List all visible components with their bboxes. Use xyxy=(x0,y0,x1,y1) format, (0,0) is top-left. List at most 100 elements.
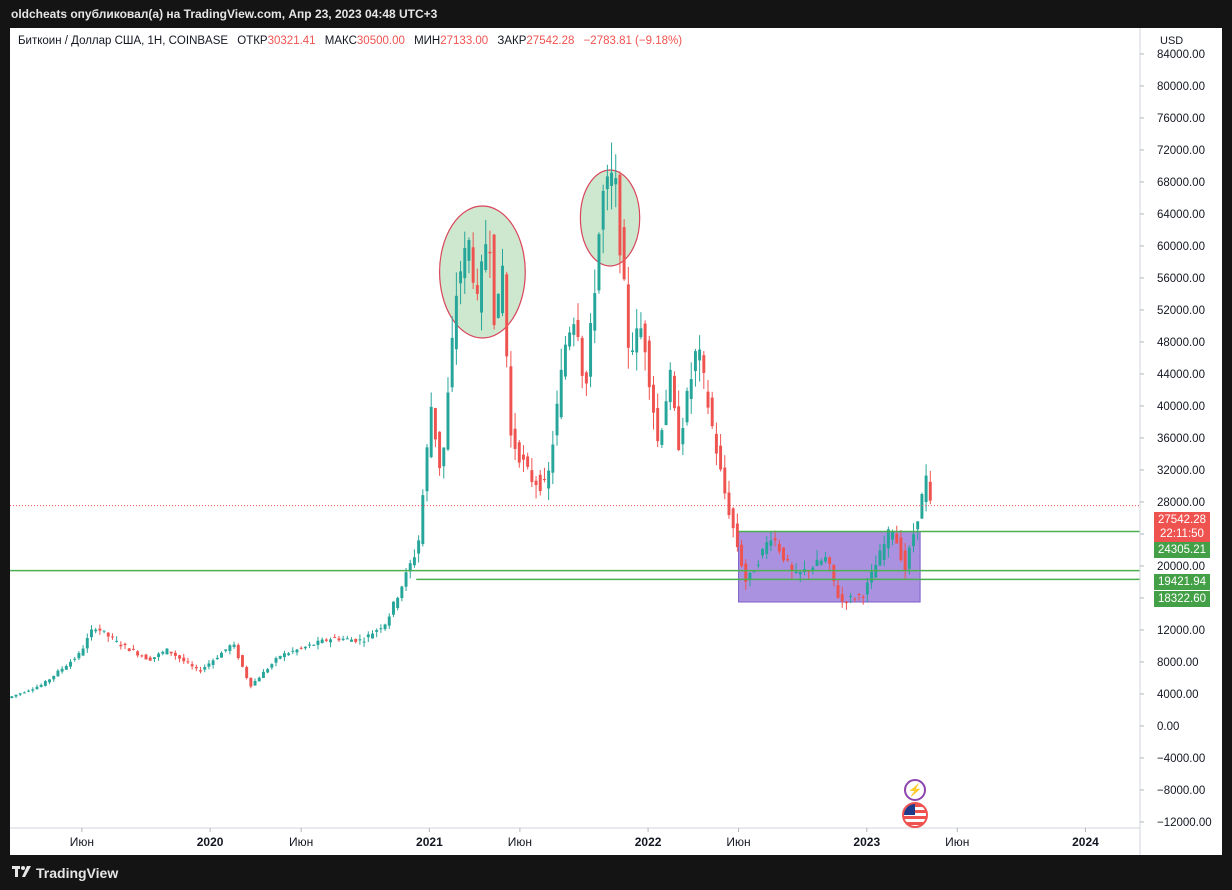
candle-body xyxy=(98,628,102,631)
candle-body xyxy=(865,582,869,595)
candle-body xyxy=(547,470,551,489)
candle-body xyxy=(379,628,383,630)
candle-body xyxy=(849,595,853,597)
candle-body xyxy=(69,661,72,667)
candle-body xyxy=(823,557,827,562)
candle-body xyxy=(459,271,463,284)
lightning-icon[interactable]: ⚡ xyxy=(904,779,926,801)
open-label: ОТКР xyxy=(237,35,268,47)
candle-body xyxy=(224,649,228,651)
candle-body xyxy=(798,572,802,575)
candle-body xyxy=(517,442,521,463)
candle-body xyxy=(542,479,546,481)
candle-body xyxy=(534,480,538,486)
candle-body xyxy=(555,403,559,436)
candle-body xyxy=(43,681,47,686)
candle-body xyxy=(303,646,307,649)
candle-body xyxy=(228,645,232,651)
x-tick-label: Июн xyxy=(70,835,94,849)
candle-body xyxy=(685,390,689,423)
candle-body xyxy=(358,639,362,641)
candle-body xyxy=(396,597,400,609)
candle-body xyxy=(614,178,618,185)
candle-body xyxy=(257,677,261,682)
candle-body xyxy=(278,655,282,659)
candle-body xyxy=(601,190,605,230)
candle-body xyxy=(178,655,182,659)
candle-body xyxy=(81,648,85,656)
candle-body xyxy=(744,563,748,582)
candle-body xyxy=(433,407,437,440)
y-tick-label: 32000.00 xyxy=(1157,465,1205,477)
candle-body xyxy=(840,594,844,602)
y-tick-label: 84000.00 xyxy=(1157,49,1205,61)
candle-body xyxy=(232,644,236,647)
candle-body xyxy=(886,529,890,549)
low-value: 27133.00 xyxy=(440,35,489,47)
candle-body xyxy=(475,285,479,294)
y-tick-label: 28000.00 xyxy=(1157,497,1205,509)
x-tick-label: 2020 xyxy=(197,835,224,849)
candle-body xyxy=(811,567,815,572)
publisher-bar: oldcheats опубликовал(а) на TradingView.… xyxy=(0,0,1232,28)
candle-body xyxy=(241,655,244,667)
y-tick-label: 60000.00 xyxy=(1157,241,1205,253)
candle-body xyxy=(157,653,161,658)
candle-body xyxy=(631,350,634,353)
last-price-value: 27542.28 xyxy=(1158,514,1206,526)
candle-body xyxy=(505,274,509,357)
symbol-label: Биткоин / Доллар США, 1Н, COINBASE xyxy=(18,35,229,47)
candle-body xyxy=(291,650,295,652)
candle-body xyxy=(366,634,370,638)
candle-body xyxy=(165,648,169,655)
candle-body xyxy=(48,679,52,683)
candle-body xyxy=(635,328,639,353)
candle-body xyxy=(408,563,412,572)
us-flag-icon[interactable] xyxy=(902,802,928,828)
candle-body xyxy=(18,693,22,695)
candle-body xyxy=(480,261,484,313)
y-tick-label: 20000.00 xyxy=(1157,561,1205,573)
candle-body xyxy=(652,384,655,413)
candle-body xyxy=(299,647,303,649)
tradingview-brand[interactable]: TradingView xyxy=(12,865,118,881)
candle-body xyxy=(249,677,253,687)
candle-body xyxy=(643,323,647,353)
candle-body xyxy=(429,406,433,458)
candle-body xyxy=(119,644,123,647)
y-tick-label: 48000.00 xyxy=(1157,337,1205,349)
candle-body xyxy=(719,445,723,470)
candle-body xyxy=(52,675,56,680)
candle-body xyxy=(270,664,274,668)
y-tick-label: 44000.00 xyxy=(1157,369,1205,381)
x-tick-label: Июн xyxy=(289,835,313,849)
candle-body xyxy=(463,248,467,279)
currency-label: USD xyxy=(1160,35,1183,47)
candle-body xyxy=(442,447,446,467)
candle-body xyxy=(815,559,819,567)
y-tick-label: 64000.00 xyxy=(1157,209,1205,221)
candle-body xyxy=(287,653,291,656)
candle-body xyxy=(912,534,915,547)
candle-body xyxy=(828,557,832,564)
candle-body xyxy=(610,172,614,186)
candle-body xyxy=(27,690,31,692)
candle-body xyxy=(110,636,114,638)
level-tag-1: 24305.21 xyxy=(1154,542,1210,558)
candle-body xyxy=(412,557,416,566)
y-tick-label-faded: 88000.00 xyxy=(1157,28,1205,29)
candle-body xyxy=(735,523,739,548)
chart-frame[interactable]: USD 84000.00 80000.00 76000.00 72000.00 68000… xyxy=(10,28,1222,855)
y-tick-label: 36000.00 xyxy=(1157,433,1205,445)
y-tick-label: 80000.00 xyxy=(1157,81,1205,93)
candle-body xyxy=(391,601,395,615)
chart-canvas[interactable]: USD 84000.00 80000.00 76000.00 72000.00 68000… xyxy=(10,28,1222,855)
candle-body xyxy=(731,508,735,529)
candle-body xyxy=(710,397,714,427)
x-tick-label: Июн xyxy=(508,835,532,849)
candle-body xyxy=(400,586,404,599)
candle-body xyxy=(693,351,697,372)
candle-body xyxy=(316,640,320,645)
candle-body xyxy=(337,638,341,641)
candle-body xyxy=(425,447,429,492)
